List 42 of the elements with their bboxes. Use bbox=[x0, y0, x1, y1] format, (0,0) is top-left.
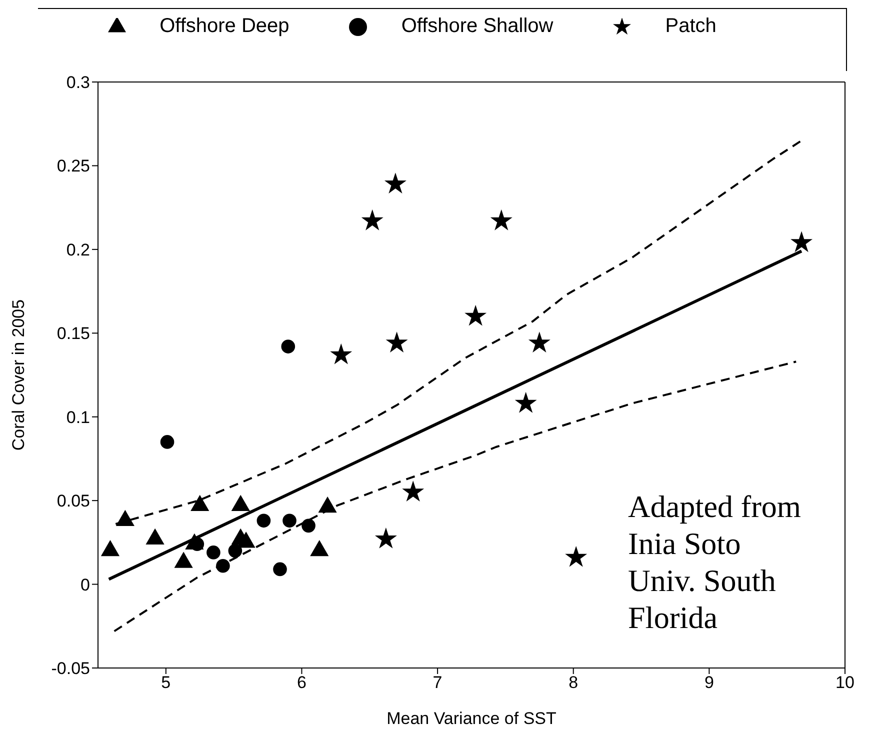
point bbox=[273, 562, 287, 576]
y-tick-label: 0.3 bbox=[66, 73, 90, 92]
line-series bbox=[114, 140, 803, 526]
point bbox=[216, 558, 230, 573]
point bbox=[206, 546, 220, 560]
point bbox=[374, 528, 397, 548]
legend-label: Offshore Deep bbox=[160, 15, 290, 37]
point bbox=[490, 209, 512, 230]
point bbox=[790, 231, 813, 252]
source-note: Adapted from Inia Soto Univ. South Florida bbox=[628, 488, 802, 636]
y-axis-title: Coral Cover in 2005 bbox=[9, 299, 28, 451]
point bbox=[302, 518, 316, 533]
point bbox=[281, 340, 296, 354]
y-tick-label: 0.15 bbox=[56, 324, 90, 344]
legend-label: Patch bbox=[665, 15, 716, 37]
point bbox=[464, 304, 487, 326]
y-tick-label: -0.05 bbox=[51, 659, 90, 678]
y-tick-label: 0.2 bbox=[66, 240, 90, 260]
point bbox=[228, 544, 242, 558]
point bbox=[528, 332, 550, 353]
x-tick-label: 10 bbox=[836, 673, 854, 692]
point bbox=[330, 343, 352, 364]
x-axis-title: Mean Variance of SST bbox=[386, 709, 556, 728]
point bbox=[402, 480, 424, 502]
point bbox=[160, 435, 174, 449]
point bbox=[514, 392, 537, 413]
point bbox=[565, 546, 588, 567]
x-tick-label: 6 bbox=[296, 673, 306, 692]
x-tick-label: 7 bbox=[432, 673, 442, 692]
x-tick-label: 8 bbox=[568, 673, 578, 692]
y-tick-label: 0.25 bbox=[56, 156, 90, 176]
y-tick-label: 0 bbox=[80, 575, 90, 594]
point bbox=[282, 514, 296, 528]
x-tick-label: 9 bbox=[704, 673, 714, 692]
y-tick-label: 0.05 bbox=[56, 492, 90, 511]
y-tick-label: 0.1 bbox=[66, 408, 90, 427]
legend-label: Offshore Shallow bbox=[401, 15, 554, 37]
point bbox=[384, 172, 406, 194]
point bbox=[361, 209, 384, 230]
x-tick-label: 5 bbox=[161, 673, 171, 692]
point bbox=[256, 514, 271, 528]
point bbox=[386, 332, 408, 353]
